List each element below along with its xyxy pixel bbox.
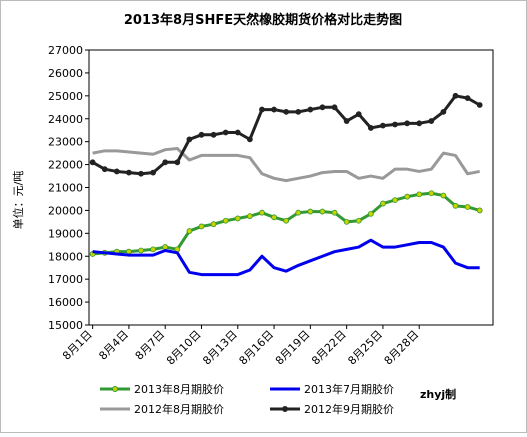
point bbox=[174, 159, 181, 166]
point bbox=[428, 190, 435, 197]
point bbox=[113, 168, 120, 175]
y-tick-label: 16000 bbox=[48, 296, 83, 309]
point bbox=[380, 200, 386, 207]
y-tick-label: 26000 bbox=[48, 67, 83, 80]
point bbox=[476, 102, 483, 108]
point bbox=[416, 120, 423, 127]
series-line bbox=[92, 147, 480, 183]
point bbox=[440, 192, 447, 199]
point bbox=[89, 159, 96, 166]
point bbox=[343, 118, 350, 124]
point bbox=[295, 209, 302, 216]
point bbox=[162, 244, 169, 250]
annotation: zhyj制 bbox=[420, 387, 456, 401]
point bbox=[210, 221, 217, 228]
point bbox=[162, 159, 169, 166]
y-tick-label: 25000 bbox=[48, 90, 83, 103]
legend-label: 2013年7月期胶价 bbox=[304, 382, 394, 396]
point bbox=[283, 108, 290, 115]
point bbox=[234, 129, 241, 136]
legend-label: 2013年8月期胶价 bbox=[134, 382, 224, 396]
y-tick-label: 20000 bbox=[48, 204, 83, 217]
point bbox=[138, 247, 144, 254]
point bbox=[138, 170, 144, 177]
chart-title: 2013年8月SHFE天然橡胶期货价格对比走势图 bbox=[124, 12, 402, 28]
point bbox=[246, 213, 253, 220]
point bbox=[367, 125, 374, 131]
point bbox=[150, 169, 157, 176]
point bbox=[331, 209, 338, 216]
y-tick-label: 17000 bbox=[48, 273, 83, 286]
point bbox=[198, 223, 205, 230]
y-tick-label: 15000 bbox=[48, 319, 83, 332]
point bbox=[246, 136, 253, 143]
point bbox=[392, 121, 398, 128]
legend-label: 2012年8月期胶价 bbox=[134, 402, 224, 416]
point bbox=[392, 197, 398, 204]
point bbox=[404, 120, 411, 127]
y-tick-label: 19000 bbox=[48, 227, 83, 240]
legend-marker bbox=[112, 386, 118, 392]
y-tick-label: 22000 bbox=[48, 159, 83, 172]
point bbox=[464, 95, 471, 102]
point bbox=[283, 217, 290, 224]
point bbox=[222, 217, 229, 224]
legend-marker bbox=[282, 406, 288, 412]
point bbox=[440, 108, 447, 115]
y-tick-label: 21000 bbox=[48, 182, 83, 195]
point bbox=[271, 106, 277, 113]
point bbox=[464, 204, 471, 210]
point bbox=[101, 166, 108, 173]
y-tick-label: 24000 bbox=[48, 113, 83, 126]
point bbox=[234, 215, 241, 222]
point bbox=[476, 207, 483, 214]
point bbox=[259, 106, 265, 113]
point bbox=[355, 111, 362, 118]
series-line bbox=[92, 238, 480, 277]
point bbox=[126, 248, 132, 255]
point bbox=[150, 246, 157, 253]
point bbox=[331, 104, 338, 111]
point bbox=[319, 104, 326, 111]
point bbox=[319, 208, 326, 215]
point bbox=[355, 217, 362, 224]
point bbox=[452, 202, 459, 209]
point bbox=[307, 106, 314, 113]
point bbox=[380, 122, 386, 129]
point bbox=[307, 208, 314, 215]
point bbox=[367, 210, 374, 217]
point bbox=[186, 136, 193, 143]
point bbox=[222, 129, 229, 136]
point bbox=[210, 131, 217, 138]
point bbox=[271, 214, 277, 221]
point bbox=[416, 191, 423, 198]
y-tick-label: 23000 bbox=[48, 136, 83, 149]
y-tick-label: 27000 bbox=[48, 44, 83, 57]
point bbox=[428, 118, 435, 124]
point bbox=[126, 169, 132, 176]
legend-label: 2012年9月期胶价 bbox=[304, 402, 394, 416]
y-tick-label: 18000 bbox=[48, 250, 83, 263]
point bbox=[404, 193, 411, 200]
point bbox=[259, 209, 265, 216]
point bbox=[295, 108, 302, 115]
point bbox=[452, 92, 459, 99]
point bbox=[343, 218, 350, 225]
y-axis-label: 单位：元/吨 bbox=[11, 171, 25, 230]
point bbox=[186, 228, 193, 234]
point bbox=[198, 131, 205, 138]
